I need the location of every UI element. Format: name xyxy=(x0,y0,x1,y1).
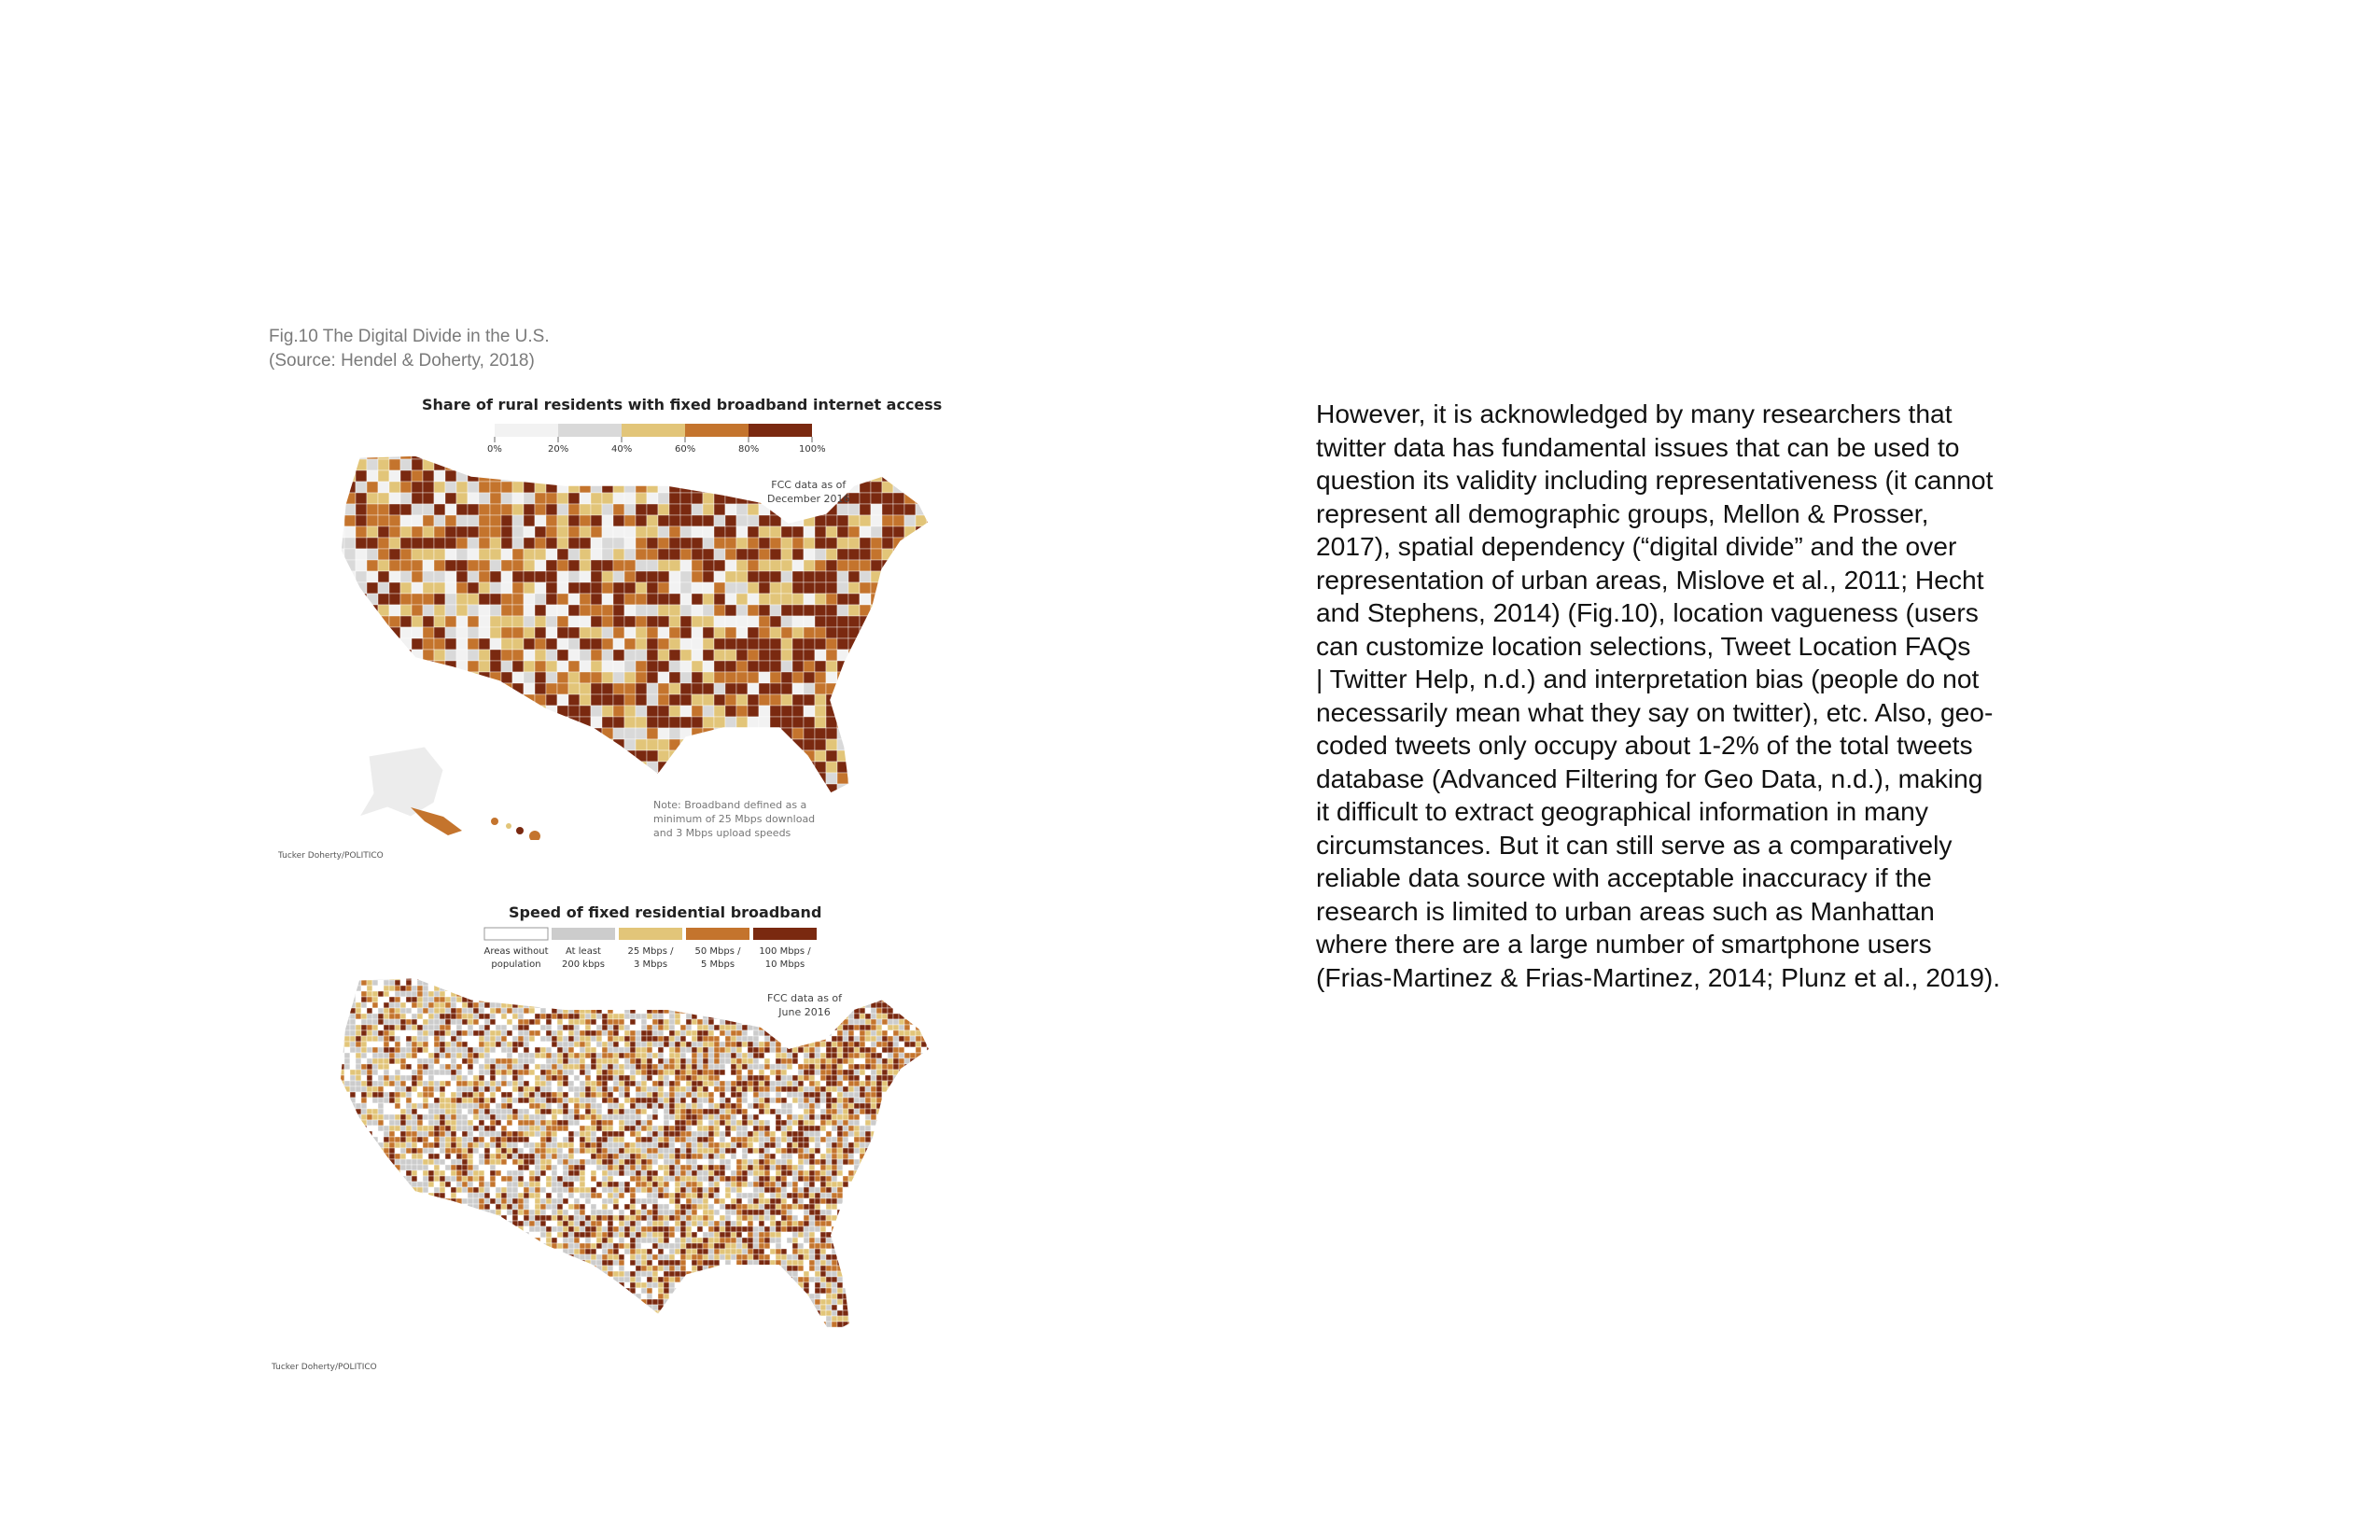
map2-legend-label-line2: 200 kbps xyxy=(562,959,605,970)
map1-us-choropleth xyxy=(340,455,930,840)
map1-legend-swatch xyxy=(622,424,685,437)
map2-legend-label-line1: 100 Mbps / xyxy=(759,946,811,957)
map1-legend-tick: 0% xyxy=(487,444,502,455)
map2-data-note-line2: June 2016 xyxy=(778,1006,831,1018)
map1-legend-swatch xyxy=(495,424,558,437)
map2-legend-label-line1: 25 Mbps / xyxy=(627,946,674,957)
map2-legend-swatch xyxy=(753,928,817,940)
map1-title: Share of rural residents with fixed broa… xyxy=(422,396,943,413)
map1-legend-swatch xyxy=(685,424,749,437)
map1-legend-tick: 60% xyxy=(675,444,696,455)
map2-legend-label-line1: 50 Mbps / xyxy=(694,946,741,957)
paragraph-line: 2017), spatial dependency (“digital divi… xyxy=(1316,531,1957,561)
body-paragraph: However, it is acknowledged by many rese… xyxy=(1316,398,2044,994)
paragraph-line: | Twitter Help, n.d.) and interpretation… xyxy=(1316,664,1980,693)
map2-legend-swatch xyxy=(686,928,749,940)
map1-footnote: Note: Broadband defined as a minimum of … xyxy=(653,798,815,840)
paragraph-line: However, it is acknowledged by many rese… xyxy=(1316,399,1953,428)
map1-alaska xyxy=(357,746,462,835)
map2-legend-swatch xyxy=(552,928,615,940)
paragraph-line: represent all demographic groups, Mellon… xyxy=(1316,497,1929,528)
map2-data-note: FCC data as of June 2016 xyxy=(767,991,842,1019)
map1-credit: Tucker Doherty/POLITICO xyxy=(278,851,384,861)
map2-legend-label-line2: 10 Mbps xyxy=(764,959,805,970)
map2-legend-label: 100 Mbps / 10 Mbps xyxy=(749,945,820,972)
paragraph-line: necessarily mean what they say on twitte… xyxy=(1316,696,1994,727)
paragraph-line: circumstances. But it can still serve as… xyxy=(1316,829,1953,860)
paragraph-line: reliable data source with acceptable ina… xyxy=(1316,862,1932,892)
paragraph-line: it difficult to extract geographical inf… xyxy=(1316,796,1928,826)
map1-hawaii xyxy=(491,818,540,840)
map2-legend-label-line1: Areas without xyxy=(483,946,549,957)
map2-legend-label: At least 200 kbps xyxy=(548,945,619,972)
paragraph-line: question its validity including represen… xyxy=(1316,465,1994,495)
figure-caption-source: (Source: Hendel & Doherty, 2018) xyxy=(269,351,535,371)
paragraph-line: representation of urban areas, Mislove e… xyxy=(1316,564,1984,595)
map2-credit: Tucker Doherty/POLITICO xyxy=(272,1363,377,1372)
map2-legend-swatch xyxy=(483,927,549,941)
paragraph-line: coded tweets only occupy about 1-2% of t… xyxy=(1316,730,1973,760)
map1-legend-tick: 80% xyxy=(738,444,760,455)
map2-title: Speed of fixed residential broadband xyxy=(509,903,822,921)
paragraph-line: (Frias-Martinez & Frias-Martinez, 2014; … xyxy=(1316,961,2001,992)
map2-legend-label-line2: population xyxy=(491,959,541,970)
paragraph-line: twitter data has fundamental issues that… xyxy=(1316,431,1960,462)
map1-legend-tick: 20% xyxy=(548,444,569,455)
map2-legend xyxy=(483,927,817,941)
map1-footnote-line3: and 3 Mbps upload speeds xyxy=(653,827,791,839)
map2-legend-label-line2: 5 Mbps xyxy=(700,959,735,970)
map1-legend-tick: 40% xyxy=(611,444,633,455)
map1-footnote-line1: Note: Broadband defined as a xyxy=(653,799,807,811)
map2-legend-label: 50 Mbps / 5 Mbps xyxy=(682,945,753,972)
map1-data-note: FCC data as of December 2016 xyxy=(767,478,850,506)
map2-us-speed-map xyxy=(341,978,929,1328)
map1-legend-swatch xyxy=(558,424,622,437)
paragraph-line: can customize location selections, Tweet… xyxy=(1316,630,1971,661)
map1-footnote-line2: minimum of 25 Mbps download xyxy=(653,813,816,825)
map1-legend-tick: 100% xyxy=(799,444,826,455)
map2-legend-label-line2: 3 Mbps xyxy=(633,959,668,970)
paragraph-line: research is limited to urban areas such … xyxy=(1316,895,1935,926)
map1-legend xyxy=(494,424,813,442)
map2-legend-label-line1: At least xyxy=(566,946,601,957)
figure-caption: Fig.10 The Digital Divide in the U.S. (S… xyxy=(269,325,550,373)
paragraph-line: and Stephens, 2014) (Fig.10), location v… xyxy=(1316,597,1979,627)
map2-legend-label: 25 Mbps / 3 Mbps xyxy=(615,945,686,972)
map1-data-note-line1: FCC data as of xyxy=(771,479,847,491)
figure-caption-title: Fig.10 The Digital Divide in the U.S. xyxy=(269,327,550,346)
paragraph-line: where there are a large number of smartp… xyxy=(1316,929,1932,959)
map2-data-note-line1: FCC data as of xyxy=(767,992,843,1004)
map1-data-note-line2: December 2016 xyxy=(767,493,850,505)
map2-legend-label: Areas without population xyxy=(481,945,552,972)
map2-legend-swatch xyxy=(619,928,682,940)
paragraph-line: database (Advanced Filtering for Geo Dat… xyxy=(1316,763,1983,793)
map1-legend-swatch xyxy=(749,424,812,437)
